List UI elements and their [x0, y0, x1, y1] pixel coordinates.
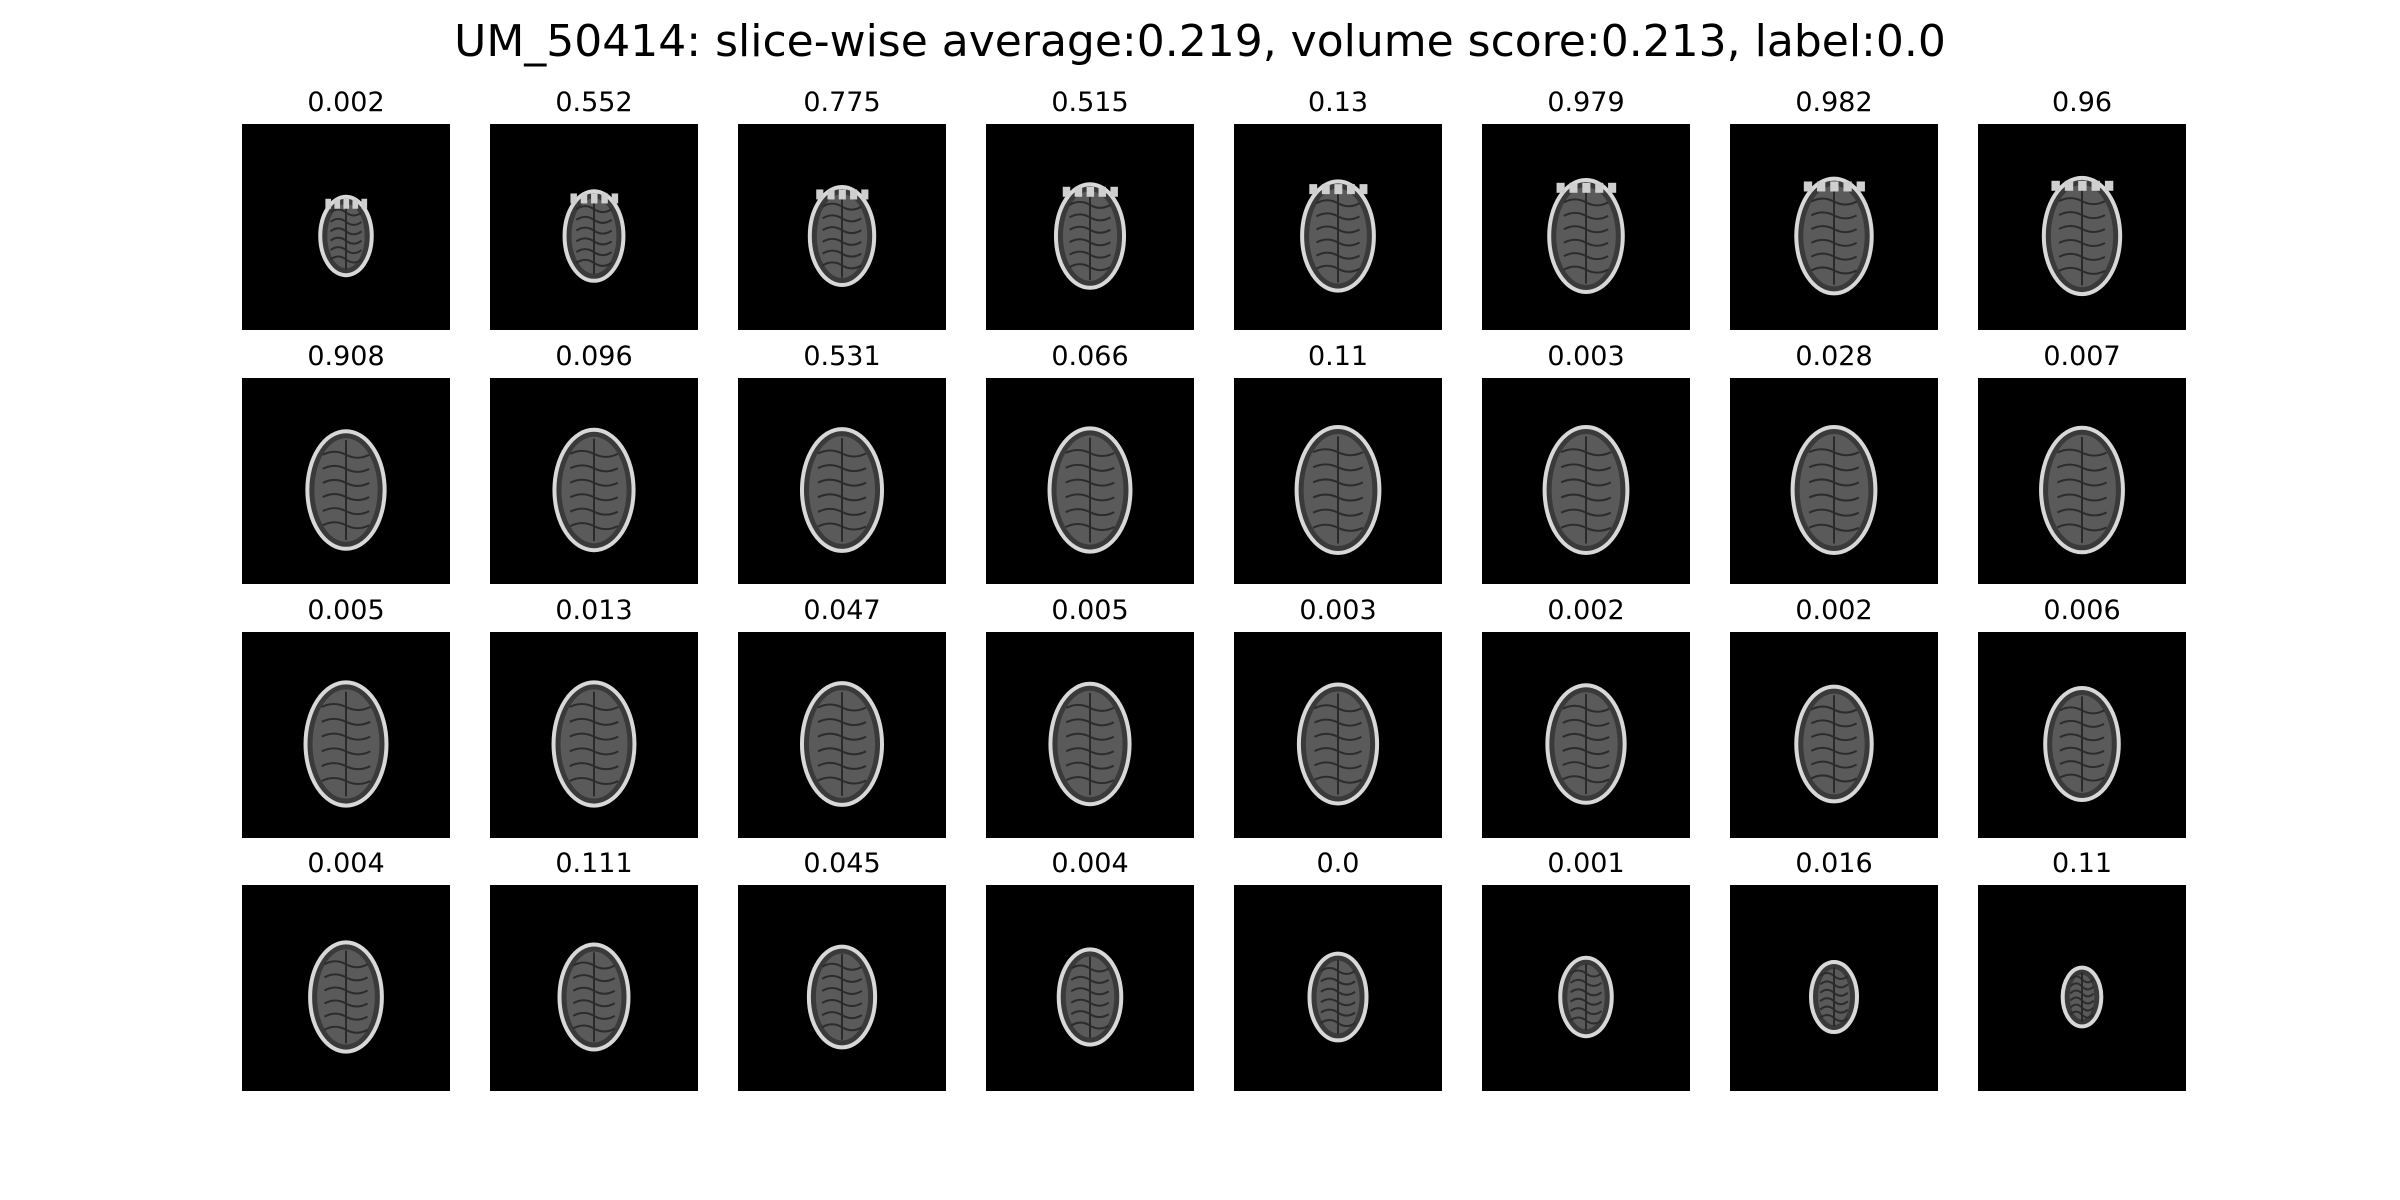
mri-slice-image — [738, 632, 946, 838]
slice-score-label: 0.007 — [2043, 341, 2121, 372]
slice-score-label: 0.013 — [555, 595, 633, 626]
mri-slice-image — [986, 124, 1194, 330]
slice-score-label: 0.982 — [1795, 87, 1873, 118]
slice-score-label: 0.002 — [307, 87, 385, 118]
slice-score-label: 0.111 — [555, 848, 633, 879]
mri-slice-image — [986, 632, 1194, 838]
slice-score-label: 0.047 — [803, 595, 881, 626]
mri-slice-image — [1234, 378, 1442, 584]
slice-score-label: 0.552 — [555, 87, 633, 118]
slice-score-label: 0.11 — [2051, 848, 2113, 879]
mri-slice-image — [242, 632, 450, 838]
slice-score-label: 0.004 — [307, 848, 385, 879]
mri-slice-image — [738, 124, 946, 330]
mri-slice-image — [1482, 124, 1690, 330]
slice-score-label: 0.096 — [555, 341, 633, 372]
mri-slice-image — [1482, 885, 1690, 1091]
mri-slice-image — [490, 124, 698, 330]
mri-slice-image — [986, 378, 1194, 584]
slice-score-label: 0.028 — [1795, 341, 1873, 372]
mri-slice-image — [1730, 632, 1938, 838]
slice-score-label: 0.002 — [1547, 595, 1625, 626]
slice-score-label: 0.908 — [307, 341, 385, 372]
slice-score-label: 0.045 — [803, 848, 881, 879]
slice-score-label: 0.96 — [2051, 87, 2113, 118]
slice-score-label: 0.515 — [1051, 87, 1129, 118]
slice-score-label: 0.005 — [307, 595, 385, 626]
mri-slice-image — [738, 378, 946, 584]
slice-score-label: 0.003 — [1547, 341, 1625, 372]
slice-score-label: 0.002 — [1795, 595, 1873, 626]
slice-score-label: 0.006 — [2043, 595, 2121, 626]
slice-score-label: 0.775 — [803, 87, 881, 118]
mri-slice-image — [490, 378, 698, 584]
slice-score-label: 0.11 — [1307, 341, 1369, 372]
mri-slice-image — [1730, 378, 1938, 584]
mri-slice-image — [1730, 885, 1938, 1091]
slice-score-label: 0.001 — [1547, 848, 1625, 879]
slice-score-label: 0.005 — [1051, 595, 1129, 626]
mri-slice-image — [1482, 378, 1690, 584]
slice-score-label: 0.979 — [1547, 87, 1625, 118]
mri-slice-image — [242, 124, 450, 330]
slice-score-label: 0.066 — [1051, 341, 1129, 372]
figure-title: UM_50414: slice-wise average:0.219, volu… — [454, 16, 1946, 67]
slice-score-label: 0.13 — [1307, 87, 1369, 118]
mri-slice-image — [1234, 124, 1442, 330]
slice-score-label: 0.0 — [1316, 848, 1360, 879]
slice-score-label: 0.004 — [1051, 848, 1129, 879]
mri-slice-image — [1978, 124, 2186, 330]
mri-slice-image — [1978, 885, 2186, 1091]
mri-slice-image — [490, 632, 698, 838]
mri-slice-image — [1234, 885, 1442, 1091]
mri-slice-image — [1978, 632, 2186, 838]
mri-slice-image — [1730, 124, 1938, 330]
mri-slice-image — [1234, 632, 1442, 838]
mri-slice-image — [1978, 378, 2186, 584]
mri-slice-image — [490, 885, 698, 1091]
slice-score-label: 0.016 — [1795, 848, 1873, 879]
mri-slice-image — [986, 885, 1194, 1091]
mri-slice-image — [738, 885, 946, 1091]
slice-score-label: 0.003 — [1299, 595, 1377, 626]
mri-slice-image — [242, 885, 450, 1091]
slice-score-label: 0.531 — [803, 341, 881, 372]
mri-slice-image — [1482, 632, 1690, 838]
mri-slice-image — [242, 378, 450, 584]
